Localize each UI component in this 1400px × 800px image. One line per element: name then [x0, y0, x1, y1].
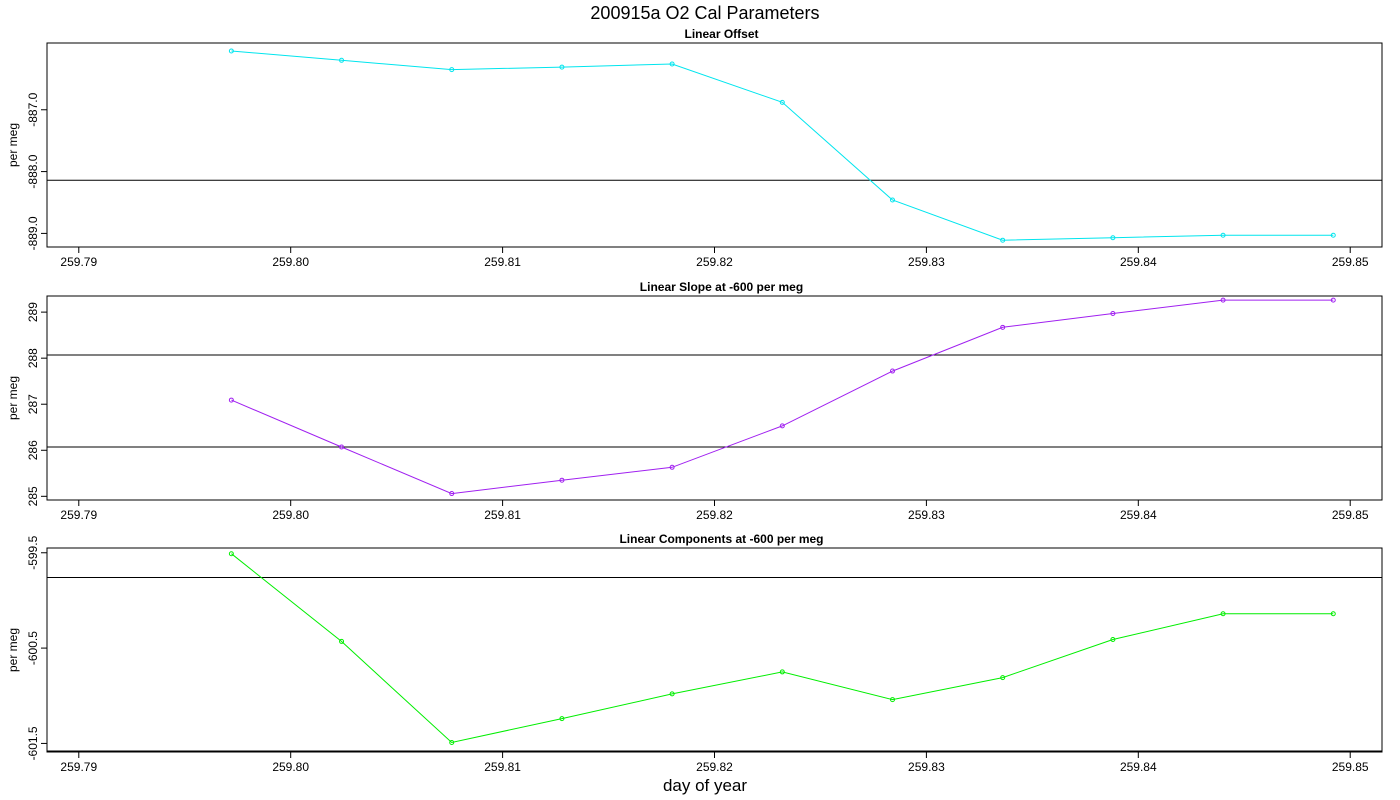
panel-1-x-tick-label-1: 259.79	[60, 255, 97, 269]
panel-3-data-point-3	[449, 739, 455, 745]
panel-1-data-point-8	[1000, 237, 1006, 243]
panel-1-data-point-3	[449, 67, 455, 73]
panel-3-data-point-6	[779, 669, 785, 675]
panel-1-x-tick-label-6: 259.84	[1120, 255, 1157, 269]
panel-2: Linear Slope at -600 per meg 259.79 259.80…	[6, 280, 1383, 522]
chart-panels: Linear Offset 259.79 259.80 259.81 259.82 259…	[6, 27, 1383, 774]
panel-1-y-tick-label-2: -888.0	[26, 154, 40, 188]
panel-1-x-tick-label-2: 259.80	[272, 255, 309, 269]
panel-2-x-tick-label-5: 259.83	[908, 508, 945, 522]
panel-1-data-point-9	[1110, 235, 1116, 241]
panel-2-y-tick-label-1: 285	[26, 486, 40, 506]
panel-2-series-line	[231, 299, 1334, 495]
panel-3-data-point-7	[890, 697, 895, 703]
panel-3-y-tick-label-2: -600.5	[26, 631, 40, 665]
panel-2-y-tick-label-5: 289	[26, 302, 40, 322]
panel-2-data-point-6	[779, 423, 785, 429]
panel-1-frame	[46, 42, 1383, 248]
panel-3-x-tick-label-4: 259.82	[696, 760, 733, 774]
panel-2-data-point-10	[1220, 297, 1226, 303]
panel-2-data-point-11	[1330, 297, 1336, 303]
panel-2-x-tick-label-7: 259.85	[1332, 508, 1369, 522]
panel-3-data-point-5	[669, 691, 675, 697]
panel-3-x-tick-label-2: 259.80	[272, 760, 309, 774]
panel-1-data-point-7	[890, 197, 895, 203]
panel-2-data-point-9	[1110, 310, 1116, 316]
panel-2-data-point-1	[228, 397, 234, 403]
panel-3-data-point-8	[1000, 675, 1006, 681]
panel-2-frame	[46, 295, 1383, 501]
panel-3-x-tick-label-6: 259.84	[1120, 760, 1157, 774]
panel-2-x-tick-label-2: 259.80	[272, 508, 309, 522]
panel-1-series-line	[231, 50, 1334, 241]
panel-1-y-tick-label-1: -889.0	[26, 216, 40, 250]
panel-2-data-point-8	[1000, 324, 1006, 330]
panel-2-y-axis-label: per meg	[6, 376, 20, 420]
panel-3-data-point-9	[1110, 637, 1116, 643]
panel-1-title: Linear Offset	[684, 27, 758, 41]
panel-2-x-tick-label-3: 259.81	[484, 508, 521, 522]
panel-3-y-axis-label: per meg	[6, 628, 20, 672]
panel-2-data-point-3	[449, 491, 455, 497]
panel-3-data-point-1	[228, 551, 234, 557]
panel-3-data-point-4	[559, 716, 565, 722]
panel-3-series-line	[231, 553, 1334, 744]
panel-3-data-point-11	[1330, 611, 1336, 617]
panel-3-frame	[46, 547, 1383, 753]
panel-2-title: Linear Slope at -600 per meg	[640, 280, 803, 294]
figure-title: 200915a O2 Cal Parameters	[590, 3, 819, 23]
panel-1-x-tick-label-4: 259.82	[696, 255, 733, 269]
panel-2-data-point-2	[339, 444, 345, 450]
panel-3-data-point-10	[1220, 611, 1226, 617]
panel-2-data-point-5	[669, 464, 675, 470]
panel-3-x-tick-label-3: 259.81	[484, 760, 521, 774]
panel-1-x-tick-label-3: 259.81	[484, 255, 521, 269]
panel-1-y-axis-label: per meg	[6, 123, 20, 167]
panel-3-x-tick-label-7: 259.85	[1332, 760, 1369, 774]
x-axis-label: day of year	[663, 776, 747, 795]
panel-1-data-point-11	[1330, 232, 1336, 238]
panel-3-data-point-2	[339, 638, 345, 644]
panel-1-data-point-10	[1220, 232, 1226, 238]
panel-2-x-tick-label-6: 259.84	[1120, 508, 1157, 522]
panel-1-y-tick-label-3: -887.0	[26, 92, 40, 126]
panel-3-x-tick-label-5: 259.83	[908, 760, 945, 774]
panel-1-data-point-4	[559, 64, 565, 70]
panel-3-y-tick-label-3: -599.5	[26, 535, 40, 569]
panel-1-x-tick-label-7: 259.85	[1332, 255, 1369, 269]
panel-2-y-tick-label-3: 287	[26, 394, 40, 414]
panel-2-data-point-4	[559, 477, 565, 483]
panel-1: Linear Offset 259.79 259.80 259.81 259.82 259…	[6, 27, 1383, 269]
panel-3-title: Linear Components at -600 per meg	[619, 532, 823, 546]
panel-1-x-tick-label-5: 259.83	[908, 255, 945, 269]
panel-1-data-point-6	[779, 99, 785, 105]
panel-2-y-tick-label-4: 288	[26, 348, 40, 368]
panel-1-data-point-1	[228, 48, 234, 54]
panel-3: Linear Components at -600 per meg 259.79 2…	[6, 532, 1383, 774]
panel-1-data-point-5	[669, 61, 675, 67]
panel-1-data-point-2	[339, 57, 345, 63]
panel-2-data-point-7	[890, 368, 895, 374]
panel-2-x-tick-label-4: 259.82	[696, 508, 733, 522]
panel-3-y-tick-label-1: -601.5	[26, 726, 40, 760]
panel-2-y-tick-label-2: 286	[26, 440, 40, 460]
panel-3-x-tick-label-1: 259.79	[60, 760, 97, 774]
panel-2-x-tick-label-1: 259.79	[60, 508, 97, 522]
